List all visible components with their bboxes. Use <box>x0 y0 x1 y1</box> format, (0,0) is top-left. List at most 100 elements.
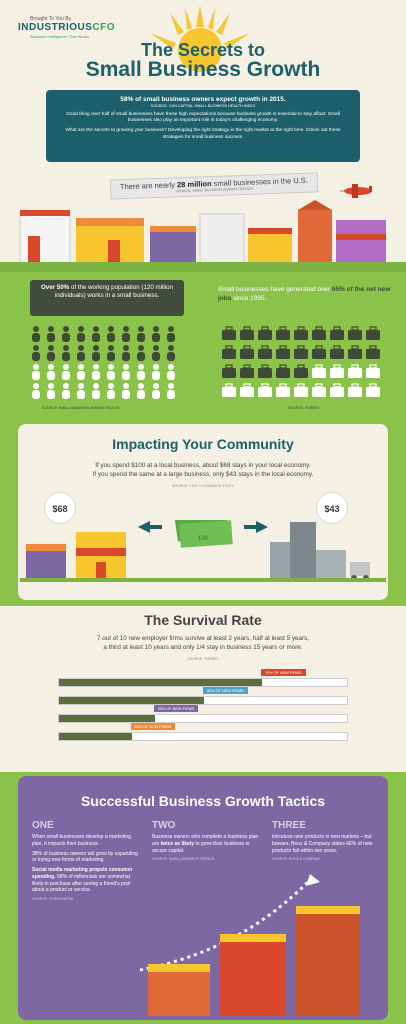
stats-section: Over 50% of the working population (120 … <box>0 272 406 420</box>
person-icon <box>32 326 40 342</box>
briefcase-icon <box>258 383 272 397</box>
briefcase-icon <box>222 364 236 378</box>
person-icon <box>62 326 70 342</box>
briefcase-icon <box>312 345 326 359</box>
briefcase-icon <box>276 383 290 397</box>
briefcase-icon <box>294 326 308 340</box>
briefcase-icon <box>222 383 236 397</box>
briefcase-icon <box>240 345 254 359</box>
briefcase-icon <box>240 383 254 397</box>
bar-callout: 33% OF NEW FIRMS <box>153 705 199 712</box>
person-icon <box>47 345 55 361</box>
community-text: If you spend $100 at a local business, a… <box>92 462 314 479</box>
intro-paragraph-2: What are the secrets to growing your bus… <box>65 128 341 140</box>
header-section: Brought To You By INDUSTRIOUSCFO Busines… <box>0 0 406 272</box>
briefcase-icon <box>276 326 290 340</box>
title-line2: Small Business Growth <box>85 58 321 81</box>
intro-box: 58% of small business owners expect grow… <box>46 90 360 162</box>
person-icon <box>122 383 130 399</box>
bar-callout: 25% OF NEW FIRMS <box>130 723 176 730</box>
svg-text:100: 100 <box>198 536 209 542</box>
briefcase-icon <box>276 364 290 378</box>
bar-value <box>59 697 204 704</box>
person-icon <box>32 364 40 380</box>
person-icon <box>32 383 40 399</box>
community-title: Impacting Your Community <box>112 436 294 452</box>
tactic-two-p1: Business owners who complete a business … <box>152 834 259 854</box>
brand-tagline: Business Intelligence That Works <box>30 34 89 39</box>
briefcase-icon <box>348 345 362 359</box>
bar-track <box>58 696 348 705</box>
left-arrow-icon <box>138 521 150 533</box>
briefcase-icon <box>366 326 380 340</box>
intro-paragraph-1: Good thing over half of small businesses… <box>66 112 340 124</box>
bar-value <box>59 733 132 740</box>
person-icon <box>107 345 115 361</box>
right-arrow-icon <box>256 521 268 533</box>
tactic-two: TWO Business owners who complete a busin… <box>152 820 262 861</box>
briefcase-icon <box>330 345 344 359</box>
briefcase-icon <box>240 326 254 340</box>
title-line1: The Secrets to <box>140 40 266 60</box>
person-icon <box>107 383 115 399</box>
tactic-one: ONE When small businesses develop a mark… <box>32 820 142 901</box>
person-icon <box>92 345 100 361</box>
person-icon <box>122 326 130 342</box>
person-icon <box>137 364 145 380</box>
briefcase-icon <box>240 364 254 378</box>
person-icon <box>47 383 55 399</box>
intro-headline: 58% of small business owners expect grow… <box>120 96 286 103</box>
briefcase-icon <box>348 383 362 397</box>
tactic-three: THREE Introduce new products in new mark… <box>272 820 382 861</box>
person-icon <box>77 345 85 361</box>
person-icon <box>152 345 160 361</box>
tactic-one-number: ONE <box>32 820 54 831</box>
person-icon <box>167 364 175 380</box>
briefcase-icon <box>348 326 362 340</box>
person-icon <box>167 383 175 399</box>
bar-value <box>59 715 155 722</box>
stats-left-source: SOURCE: SMALL BUSINESS ADMINISTRATION <box>42 406 120 410</box>
person-icon <box>92 364 100 380</box>
bar-track <box>58 732 348 741</box>
sun-icon <box>150 5 250 72</box>
community-illustration: 100 <box>20 520 386 582</box>
briefcase-icon <box>366 345 380 359</box>
survival-source: SOURCE: FORBES <box>187 657 219 661</box>
briefcase-icon <box>222 326 236 340</box>
person-icon <box>62 364 70 380</box>
tactic-three-number: THREE <box>272 820 306 831</box>
briefcase-icon <box>330 364 344 378</box>
tactic-one-source: SOURCE: SYNNOVATIVA <box>32 897 74 901</box>
tactic-one-p1: When small businesses develop a marketin… <box>32 834 131 847</box>
person-icon <box>92 383 100 399</box>
airplane-icon <box>340 184 372 198</box>
tactic-one-p3: Social media marketing propels consumer … <box>32 867 133 894</box>
banner: There are nearly 28 million small busine… <box>109 172 319 200</box>
tactic-three-p1: Introduce new products in new markets – … <box>272 834 373 854</box>
briefcase-icon <box>366 364 380 378</box>
briefcase-icon <box>258 326 272 340</box>
survival-text: 7 out of 10 new employer firms survive a… <box>96 635 310 652</box>
briefcase-icon <box>276 345 290 359</box>
tactic-two-number: TWO <box>152 820 176 831</box>
bar-callout: 70% OF NEW FIRMS <box>261 669 306 676</box>
person-icon <box>77 326 85 342</box>
briefcase-icon <box>294 364 308 378</box>
storefronts-illustration <box>19 200 386 265</box>
person-icon <box>107 326 115 342</box>
working-population-bubble: Over 50% of the working population (120 … <box>30 280 184 316</box>
person-icon <box>137 326 145 342</box>
briefcase-icon <box>258 364 272 378</box>
person-icon <box>47 326 55 342</box>
briefcase-icon <box>222 345 236 359</box>
large-amount-badge: $43 <box>316 492 348 524</box>
briefcase-icon <box>348 364 362 378</box>
community-source: SOURCE: CIVIC ECONOMICS STUDY <box>172 484 234 488</box>
bar-track <box>58 714 348 723</box>
person-icon <box>167 326 175 342</box>
intro-source: SOURCE: CAN CAPITAL SMALL BUSINESS HEALT… <box>150 104 256 108</box>
stats-right-source: SOURCE: FORBES <box>288 406 320 410</box>
brand-tagline-top: Brought To You By <box>30 16 72 22</box>
briefcase-icon <box>312 364 326 378</box>
